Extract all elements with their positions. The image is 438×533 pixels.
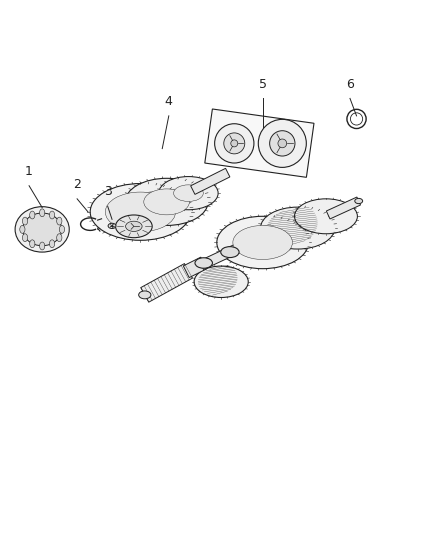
Circle shape	[224, 133, 245, 154]
Ellipse shape	[20, 225, 25, 233]
Polygon shape	[199, 228, 273, 270]
Text: 1: 1	[25, 165, 33, 178]
Ellipse shape	[125, 179, 208, 225]
Ellipse shape	[57, 217, 62, 225]
Ellipse shape	[30, 211, 35, 219]
Text: 2: 2	[73, 178, 81, 191]
Ellipse shape	[261, 207, 335, 249]
Polygon shape	[326, 197, 360, 219]
Ellipse shape	[108, 223, 116, 229]
Ellipse shape	[49, 240, 55, 248]
Ellipse shape	[126, 221, 142, 231]
Ellipse shape	[22, 217, 28, 225]
Ellipse shape	[116, 215, 152, 238]
FancyBboxPatch shape	[205, 109, 314, 177]
Polygon shape	[141, 264, 192, 302]
Ellipse shape	[22, 234, 28, 241]
Ellipse shape	[23, 213, 62, 246]
Circle shape	[258, 119, 306, 167]
Ellipse shape	[233, 225, 293, 260]
Ellipse shape	[57, 234, 62, 241]
Circle shape	[278, 139, 287, 148]
Circle shape	[215, 124, 254, 163]
Ellipse shape	[173, 185, 203, 201]
Ellipse shape	[59, 225, 64, 233]
Ellipse shape	[105, 192, 176, 232]
Ellipse shape	[49, 211, 55, 219]
Ellipse shape	[30, 240, 35, 248]
Ellipse shape	[195, 258, 212, 268]
Ellipse shape	[39, 242, 45, 250]
Ellipse shape	[194, 266, 248, 297]
Text: 3: 3	[104, 185, 112, 198]
Circle shape	[270, 131, 295, 156]
Circle shape	[231, 140, 238, 147]
Text: 5: 5	[259, 77, 267, 91]
Ellipse shape	[144, 189, 189, 215]
Ellipse shape	[159, 176, 218, 210]
Ellipse shape	[15, 207, 69, 252]
Text: 4: 4	[165, 95, 173, 108]
Ellipse shape	[139, 291, 151, 299]
Ellipse shape	[221, 247, 239, 257]
Ellipse shape	[355, 198, 363, 204]
Ellipse shape	[39, 209, 45, 217]
Polygon shape	[191, 168, 230, 195]
Ellipse shape	[294, 199, 357, 234]
Ellipse shape	[217, 216, 308, 269]
Ellipse shape	[90, 183, 191, 240]
Text: 6: 6	[346, 77, 354, 91]
Polygon shape	[184, 257, 207, 278]
